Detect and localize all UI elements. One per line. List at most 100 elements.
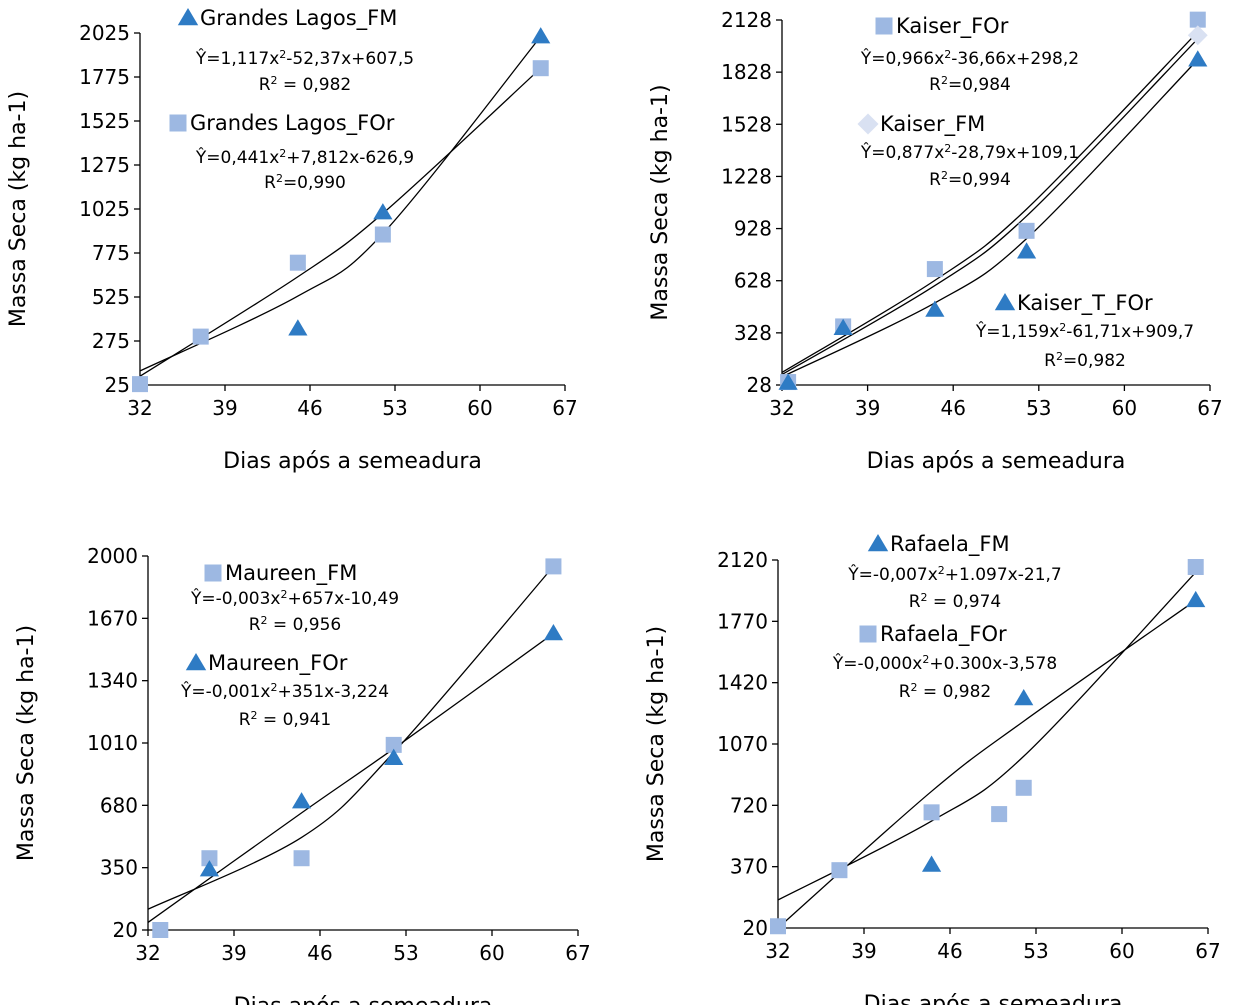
y-tick-label: 20 <box>743 916 768 940</box>
y-tick-label: 1528 <box>721 112 772 136</box>
x-tick-label: 60 <box>1112 396 1137 420</box>
data-point <box>291 792 312 809</box>
y-tick-label: 2120 <box>717 548 768 572</box>
regression-equation: Ŷ=-0,003x2+657x-10,49 <box>190 587 399 609</box>
y-tick-label: 370 <box>730 855 768 879</box>
y-tick-label: 2128 <box>721 8 772 32</box>
regression-equation: Ŷ=0,877x2-28,79x+109,1 <box>860 141 1079 163</box>
legend-entry: Grandes Lagos_FM Ŷ=1,117x2-52,37x+607,5 R2… <box>177 6 414 96</box>
data-point <box>770 918 786 935</box>
r-squared-label: R2=0,984 <box>929 74 1011 96</box>
x-tick-label: 53 <box>393 941 418 965</box>
data-point <box>1188 50 1208 67</box>
data-point <box>991 806 1008 823</box>
legend-marker <box>875 17 893 35</box>
data-point <box>543 624 564 641</box>
y-tick-label: 2000 <box>87 544 138 568</box>
data-point <box>288 319 308 336</box>
r-squared-label: R2 = 0,982 <box>259 74 352 96</box>
chart-2: 28 328 628 928 1228 1528 1828 2128 32 39 46 53 60 67 D… <box>648 8 1223 474</box>
x-tick-label: 39 <box>851 939 876 963</box>
x-tick-label: 67 <box>1195 939 1220 963</box>
legend-marker <box>185 652 207 671</box>
legend-marker <box>867 533 889 552</box>
r-squared-label: R2=0,982 <box>1044 350 1126 372</box>
y-tick-label: 1340 <box>87 669 138 693</box>
data-point <box>831 862 848 879</box>
chart-3: 20 350 680 1010 1340 1670 2000 32 39 46 53 60 67 Dias… <box>14 544 591 1005</box>
y-tick-label: 1228 <box>721 164 772 188</box>
y-tick-label: 1420 <box>717 671 768 695</box>
data-point <box>1018 222 1035 239</box>
x-tick-label: 39 <box>212 396 237 420</box>
data-point <box>1016 242 1037 259</box>
trend-curve <box>781 59 1199 378</box>
y-tick-label: 1025 <box>79 197 130 221</box>
data-point <box>545 558 562 575</box>
r-squared-label: R2=0,994 <box>929 169 1011 191</box>
data-point <box>1015 779 1032 796</box>
legend-label: Kaiser_FM <box>880 112 985 137</box>
legend-marker <box>169 114 187 132</box>
x-axis-title: Dias após a semeadura <box>223 449 482 474</box>
data-point <box>374 226 391 243</box>
regression-equation: Ŷ=-0,001x2+351x-3,224 <box>180 680 389 702</box>
r-squared-label: R2 = 0,974 <box>909 591 1002 613</box>
legend-entry: Kaiser_FM Ŷ=0,877x2-28,79x+109,1 R2=0,994 <box>857 112 1079 190</box>
x-tick-label: 32 <box>127 396 152 420</box>
y-tick-label: 720 <box>730 793 768 817</box>
x-tick-label: 53 <box>1023 939 1048 963</box>
y-tick-label: 1828 <box>721 60 772 84</box>
r-squared-label: R2=0,990 <box>264 172 346 194</box>
trend-curve <box>147 632 554 923</box>
data-point <box>1189 11 1206 28</box>
data-point <box>152 922 169 938</box>
x-tick-label: 32 <box>769 396 794 420</box>
legend-label: Rafaela_FOr <box>880 622 1007 647</box>
chart-4: 20 370 720 1070 1420 1770 2120 32 39 46 53 60 67 Dias… <box>644 532 1221 1005</box>
x-tick-label: 46 <box>307 941 332 965</box>
legend-label: Kaiser_T_FOr <box>1017 291 1153 316</box>
x-axis-title: Dias após a semeadura <box>864 992 1123 1005</box>
y-tick-label: 680 <box>100 793 138 817</box>
data-point <box>778 373 798 390</box>
y-tick-label: 275 <box>92 329 130 353</box>
y-tick-label: 2025 <box>79 21 130 45</box>
data-point <box>384 748 404 765</box>
data-point <box>1187 559 1204 576</box>
legend-label: Maureen_FOr <box>208 651 348 676</box>
y-axis-title: Massa Seca (kg ha-1) <box>644 626 669 862</box>
trend-curve <box>781 38 1199 376</box>
y-tick-label: 1775 <box>79 65 130 89</box>
x-tick-label: 67 <box>1197 396 1222 420</box>
y-tick-label: 20 <box>113 918 138 942</box>
legend-entry: Grandes Lagos_FOr Ŷ=0,441x2+7,812x-626,9 R… <box>169 111 414 194</box>
x-tick-label: 46 <box>940 396 965 420</box>
y-tick-label: 1275 <box>79 153 130 177</box>
regression-equation: Ŷ=1,117x2-52,37x+607,5 <box>195 47 414 69</box>
y-tick-label: 928 <box>734 217 772 241</box>
legend-marker <box>204 564 222 582</box>
data-point <box>926 261 943 278</box>
x-tick-label: 60 <box>1109 939 1134 963</box>
chart-1: 25 275 525 775 1025 1275 1525 1775 2025 32 39 46 53 6… <box>6 6 578 474</box>
legend-marker <box>177 7 199 26</box>
data-point <box>199 860 220 877</box>
data-point <box>923 804 940 821</box>
regression-equation: Ŷ=0,441x2+7,812x-626,9 <box>195 146 414 168</box>
x-axis-title: Dias após a semeadura <box>867 449 1126 474</box>
x-tick-label: 32 <box>135 941 160 965</box>
trend-curve <box>139 67 542 377</box>
legend-entry: Maureen_FOr Ŷ=-0,001x2+351x-3,224 R2 = 0,9… <box>180 651 389 730</box>
data-point <box>201 850 218 867</box>
x-tick-label: 60 <box>479 941 504 965</box>
legend-marker <box>994 292 1016 311</box>
legend-marker <box>857 113 879 135</box>
data-point <box>1186 590 1206 608</box>
x-tick-label: 67 <box>565 941 590 965</box>
data-point <box>385 736 402 753</box>
y-tick-label: 1770 <box>717 609 768 633</box>
x-tick-label: 32 <box>765 939 790 963</box>
data-point <box>293 850 310 867</box>
